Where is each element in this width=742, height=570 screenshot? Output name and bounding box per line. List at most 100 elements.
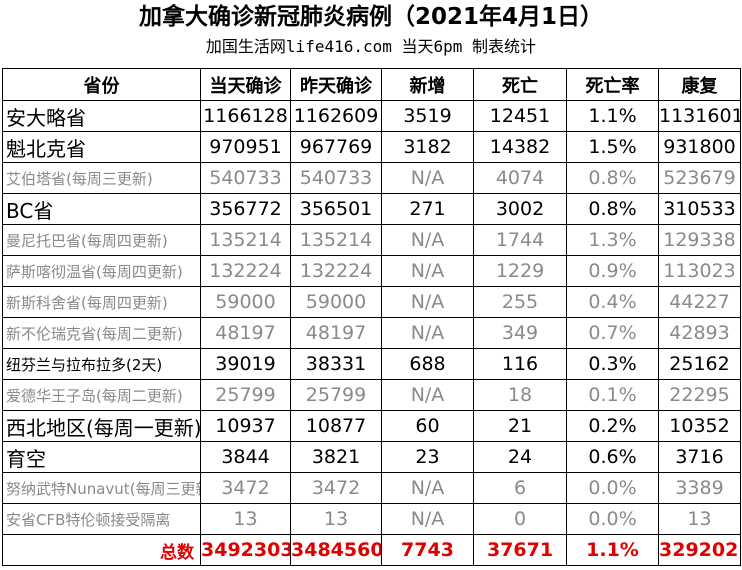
value-cell: 271 (381, 193, 474, 225)
column-header: 当天确诊 (200, 68, 291, 101)
value-cell: 4074 (473, 162, 567, 194)
value-cell: 931800 (658, 131, 741, 163)
value-cell: 1.1% (566, 534, 659, 566)
value-cell: 3519 (381, 100, 474, 132)
value-cell: 523679 (658, 162, 741, 194)
data-row: 西北地区(每周一更新) 10937 10877 60 21 0.2% 10352 (2, 410, 741, 442)
column-header: 死亡 (473, 68, 567, 101)
province-cell: 西北地区(每周一更新) (2, 410, 201, 442)
value-cell: 540733 (200, 162, 291, 194)
value-cell: N/A (381, 317, 474, 349)
province-cell: 新不伦瑞克省(每周二更新) (2, 317, 201, 349)
value-cell: 3716 (658, 441, 741, 473)
cases-table: 省份 当天确诊 昨天确诊 新增 死亡 死亡率 康复 安大略省 1166128 1162609 35… (2, 68, 741, 566)
province-cell: 爱德华王子岛(每周二更新) (2, 379, 201, 411)
value-cell: 3472 (290, 472, 382, 504)
value-cell: 0.7% (566, 317, 659, 349)
value-cell: N/A (381, 286, 474, 318)
value-cell: 3182 (381, 131, 474, 163)
value-cell: 540733 (290, 162, 382, 194)
subtitle: 加国生活网life416.com 当天6pm 制表统计 (205, 37, 537, 56)
header-row: 省份 当天确诊 昨天确诊 新增 死亡 死亡率 康复 (2, 68, 741, 101)
value-cell: 60 (381, 410, 474, 442)
value-cell: 59000 (290, 286, 382, 318)
value-cell: 1744 (473, 224, 567, 256)
value-cell: 255 (473, 286, 567, 318)
value-cell: 3484560 (290, 534, 382, 566)
value-cell: N/A (381, 379, 474, 411)
value-cell: 42893 (658, 317, 741, 349)
data-row: 努纳武特Nunavut(每周三更新) 3472 3472 N/A 6 0.0% 3389 (2, 472, 741, 504)
value-cell: 3389 (658, 472, 741, 504)
data-row: 育空 3844 3821 23 24 0.6% 3716 (2, 441, 741, 473)
value-cell: 10937 (200, 410, 291, 442)
data-row: 安省CFB特伦顿接受隔离 13 13 N/A 0 0.0% 13 (2, 503, 741, 535)
value-cell: 1.3% (566, 224, 659, 256)
value-cell: 25799 (290, 379, 382, 411)
value-cell: 12451 (473, 100, 567, 132)
province-cell: 安大略省 (2, 100, 201, 132)
value-cell: 3821 (290, 441, 382, 473)
province-cell: 艾伯塔省(每周三更新) (2, 162, 201, 194)
province-cell: 曼尼托巴省(每周四更新) (2, 224, 201, 256)
data-row: 新斯科舍省(每周四更新) 59000 59000 N/A 255 0.4% 44227 (2, 286, 741, 318)
value-cell: 113023 (658, 255, 741, 287)
province-cell: 总数 (2, 534, 201, 566)
value-cell: 0.4% (566, 286, 659, 318)
column-header: 新增 (381, 68, 474, 101)
data-row: 曼尼托巴省(每周四更新) 135214 135214 N/A 1744 1.3% 12933… (2, 224, 741, 256)
value-cell: 0.1% (566, 379, 659, 411)
data-row: 魁北克省 970951 967769 3182 14382 1.5% 931800 (2, 131, 741, 163)
value-cell: 349 (473, 317, 567, 349)
value-cell: 23 (381, 441, 474, 473)
value-cell: 3292021 (658, 534, 741, 566)
value-cell: 116 (473, 348, 567, 380)
data-row: 萨斯喀彻温省(每周四更新) 132224 132224 N/A 1229 0.9% 1130… (2, 255, 741, 287)
value-cell: 6 (473, 472, 567, 504)
value-cell: 25162 (658, 348, 741, 380)
province-cell: 育空 (2, 441, 201, 473)
value-cell: 0.3% (566, 348, 659, 380)
value-cell: 13 (290, 503, 382, 535)
value-cell: 7743 (381, 534, 474, 566)
value-cell: N/A (381, 472, 474, 504)
value-cell: 310533 (658, 193, 741, 225)
value-cell: 0.2% (566, 410, 659, 442)
province-cell: BC省 (2, 193, 201, 225)
value-cell: 0 (473, 503, 567, 535)
value-cell: 37671 (473, 534, 567, 566)
province-cell: 安省CFB特伦顿接受隔离 (2, 503, 201, 535)
value-cell: 132224 (290, 255, 382, 287)
value-cell: 0.9% (566, 255, 659, 287)
value-cell: 13 (658, 503, 741, 535)
value-cell: 38331 (290, 348, 382, 380)
value-cell: 0.8% (566, 193, 659, 225)
province-cell: 萨斯喀彻温省(每周四更新) (2, 255, 201, 287)
value-cell: 13 (200, 503, 291, 535)
value-cell: 59000 (200, 286, 291, 318)
value-cell: 129338 (658, 224, 741, 256)
value-cell: 14382 (473, 131, 567, 163)
province-cell: 新斯科舍省(每周四更新) (2, 286, 201, 318)
value-cell: 10352 (658, 410, 741, 442)
value-cell: 0.6% (566, 441, 659, 473)
value-cell: 10877 (290, 410, 382, 442)
value-cell: 39019 (200, 348, 291, 380)
value-cell: 21 (473, 410, 567, 442)
column-header: 死亡率 (566, 68, 659, 101)
value-cell: 22295 (658, 379, 741, 411)
value-cell: 1.1% (566, 100, 659, 132)
value-cell: 44227 (658, 286, 741, 318)
value-cell: 0.0% (566, 503, 659, 535)
data-row: 安大略省 1166128 1162609 3519 12451 1.1% 1131601 (2, 100, 741, 132)
value-cell: N/A (381, 255, 474, 287)
value-cell: 1162609 (290, 100, 382, 132)
value-cell: 18 (473, 379, 567, 411)
value-cell: 48197 (200, 317, 291, 349)
value-cell: 0.0% (566, 472, 659, 504)
value-cell: 356772 (200, 193, 291, 225)
value-cell: 1131601 (658, 100, 741, 132)
province-cell: 纽芬兰与拉布拉多(2天) (2, 348, 201, 380)
